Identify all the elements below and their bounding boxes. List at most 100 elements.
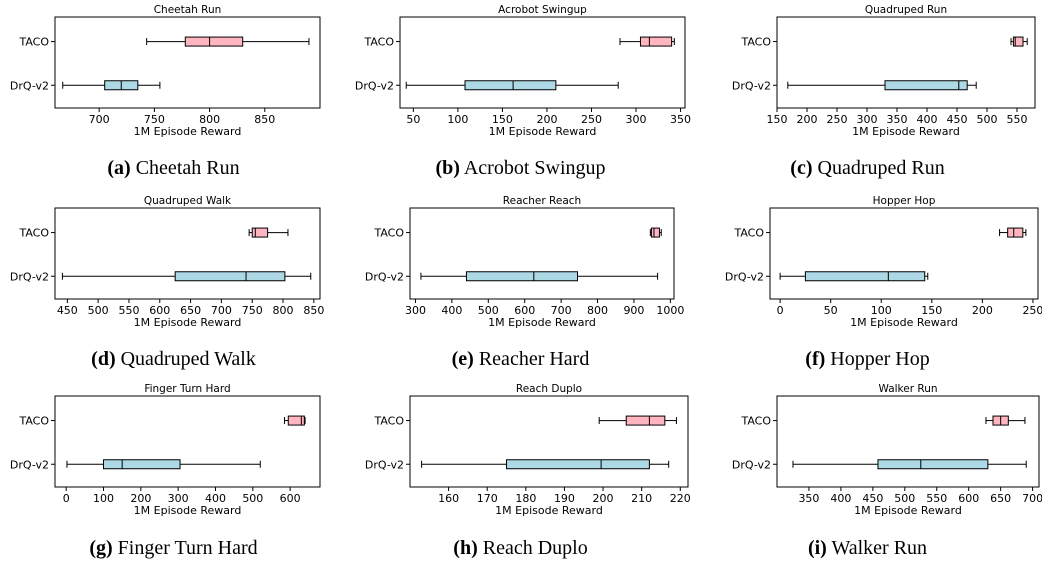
x-tick-label: 600 — [514, 304, 535, 317]
caption-i: (i) Walker Run — [807, 537, 928, 559]
x-tick-label: 150 — [921, 304, 942, 317]
x-axis-label: 1M Episode Reward — [134, 125, 242, 138]
x-tick-label: 200 — [797, 113, 818, 126]
x-tick-label: 300 — [168, 492, 189, 505]
x-tick-label: 100 — [447, 113, 468, 126]
x-tick-label: 1000 — [656, 304, 684, 317]
x-axis-label: 1M Episode Reward — [488, 316, 596, 329]
box-drq-v2 — [506, 459, 650, 470]
box-drq-v2 — [877, 459, 989, 470]
y-tick-label: DrQ-v2 — [10, 270, 49, 283]
x-tick-label: 350 — [670, 113, 691, 126]
x-tick-label: 300 — [626, 113, 647, 126]
x-tick-label: 550 — [1007, 113, 1028, 126]
x-tick-label: 300 — [857, 113, 878, 126]
x-tick-label: 650 — [180, 304, 201, 317]
chart-panel-1: Cheetah Run TACO DrQ-v2 700 750 800 850 1M Epis… — [10, 4, 321, 138]
x-tick-label: 500 — [88, 304, 109, 317]
x-tick-label: 850 — [303, 304, 324, 317]
y-tick-label: DrQ-v2 — [732, 458, 771, 471]
x-tick-label: 200 — [536, 113, 557, 126]
box-drq-v2 — [465, 271, 579, 282]
y-tick-label: DrQ-v2 — [732, 79, 771, 92]
chart-panel-7: Finger Turn Hard TACO DrQ-v2 0 100 200 300 400 5… — [10, 383, 321, 517]
x-tick-label: 0 — [777, 304, 784, 317]
chart-title: Quadruped Walk — [144, 195, 232, 207]
x-tick-label: 210 — [631, 492, 652, 505]
caption-b: (b) Acrobot Swingup — [435, 157, 606, 179]
x-tick-label: 800 — [587, 304, 608, 317]
chart-title: Finger Turn Hard — [144, 383, 230, 395]
x-tick-label: 500 — [894, 492, 915, 505]
x-tick-label: 100 — [871, 304, 892, 317]
x-tick-label: 600 — [280, 492, 301, 505]
y-tick-label: TACO — [740, 415, 771, 428]
x-tick-label: 150 — [492, 113, 513, 126]
chart-title: Walker Run — [878, 383, 937, 395]
plot-frame — [54, 207, 321, 300]
x-axis-label: 1M Episode Reward — [495, 504, 603, 517]
plot-frame — [54, 395, 321, 488]
x-tick-label: 700 — [211, 304, 232, 317]
box-taco — [650, 227, 660, 238]
caption-h: (h) Reach Duplo — [453, 537, 588, 559]
x-tick-label: 100 — [93, 492, 114, 505]
chart-panel-3: Quadruped Run TACO DrQ-v2 150 200 250 300 350 40… — [732, 4, 1036, 138]
x-tick-label: 300 — [405, 304, 426, 317]
chart-title: Hopper Hop — [873, 195, 936, 207]
chart-title: Reach Duplo — [516, 383, 582, 395]
y-tick-label: DrQ-v2 — [355, 79, 394, 92]
x-tick-label: 800 — [199, 113, 220, 126]
y-tick-label: TACO — [373, 415, 404, 428]
x-tick-label: 350 — [798, 492, 819, 505]
chart-title: Reacher Reach — [503, 195, 581, 207]
chart-panel-8: Reach Duplo TACO DrQ-v2 160 170 180 190 200 210 2… — [365, 383, 691, 517]
y-tick-label: DrQ-v2 — [10, 79, 49, 92]
box-drq-v2 — [174, 271, 286, 282]
y-tick-label: DrQ-v2 — [365, 458, 404, 471]
x-tick-label: 400 — [441, 304, 462, 317]
x-tick-label: 600 — [958, 492, 979, 505]
x-tick-label: 400 — [917, 113, 938, 126]
x-tick-label: 700 — [1022, 492, 1042, 505]
box-taco — [639, 36, 673, 47]
caption-d: (d) Quadruped Walk — [91, 348, 256, 370]
x-tick-label: 200 — [130, 492, 151, 505]
x-tick-label: 850 — [254, 113, 275, 126]
box-taco — [1012, 36, 1024, 47]
x-tick-label: 180 — [515, 492, 536, 505]
y-tick-label: TACO — [18, 227, 49, 240]
x-axis-label: 1M Episode Reward — [134, 504, 242, 517]
box-taco — [287, 415, 305, 426]
y-tick-label: DrQ-v2 — [725, 270, 764, 283]
y-tick-label: TACO — [373, 227, 404, 240]
y-tick-label: TACO — [18, 36, 49, 49]
x-axis-label: 1M Episode Reward — [489, 125, 597, 138]
x-tick-label: 350 — [887, 113, 908, 126]
x-axis-label: 1M Episode Reward — [852, 125, 960, 138]
plot-frame — [54, 16, 321, 109]
x-tick-label: 600 — [149, 304, 170, 317]
x-tick-label: 550 — [926, 492, 947, 505]
x-tick-label: 700 — [89, 113, 110, 126]
box-taco — [251, 227, 269, 238]
box-taco — [184, 36, 244, 47]
chart-panel-6: Hopper Hop TACO DrQ-v2 0 50 100 150 200 250 1M Ep… — [725, 195, 1042, 329]
box-taco — [625, 415, 666, 426]
x-tick-label: 50 — [824, 304, 838, 317]
x-tick-label: 750 — [242, 304, 263, 317]
x-tick-label: 0 — [63, 492, 70, 505]
x-tick-label: 650 — [990, 492, 1011, 505]
plot-frame — [769, 207, 1039, 300]
box-drq-v2 — [103, 459, 181, 470]
x-tick-label: 250 — [581, 113, 602, 126]
x-tick-label: 500 — [242, 492, 263, 505]
chart-title: Acrobot Swingup — [498, 4, 587, 16]
y-tick-label: TACO — [740, 36, 771, 49]
plot-frame — [409, 395, 689, 488]
x-tick-label: 700 — [551, 304, 572, 317]
x-tick-label: 150 — [767, 113, 788, 126]
x-tick-label: 400 — [205, 492, 226, 505]
chart-panel-9: Walker Run TACO DrQ-v2 350 400 450 500 550 600 65… — [732, 383, 1042, 517]
x-tick-label: 200 — [593, 492, 614, 505]
